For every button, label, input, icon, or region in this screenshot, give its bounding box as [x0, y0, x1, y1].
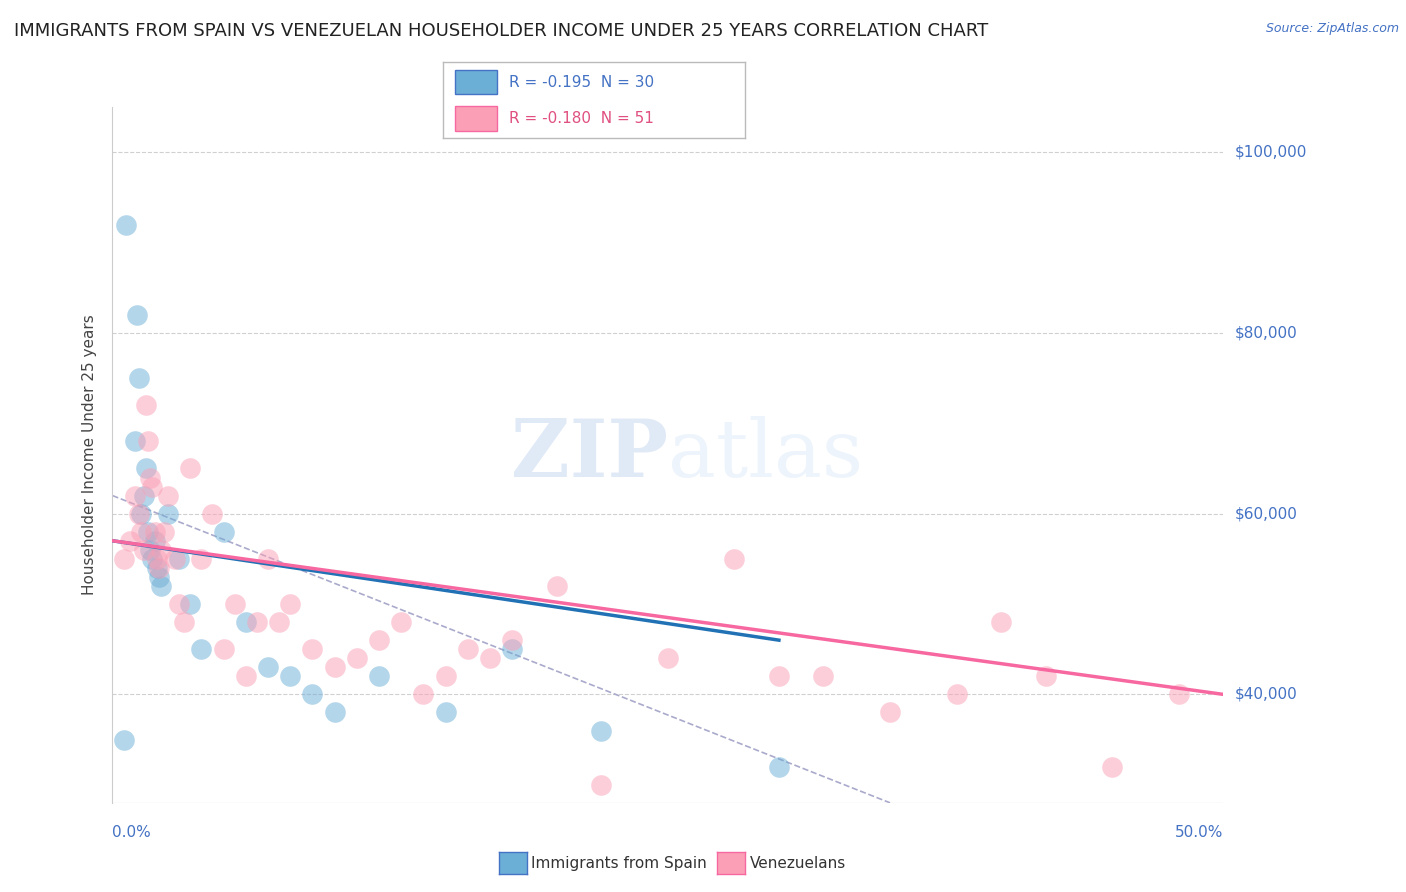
Point	[501, 642, 523, 657]
Point	[389, 615, 412, 629]
Point	[143, 524, 166, 539]
Text: $80,000: $80,000	[1234, 326, 1298, 341]
Point	[301, 642, 323, 657]
Point	[224, 597, 246, 611]
Point	[132, 542, 155, 557]
Point	[412, 687, 434, 701]
Y-axis label: Householder Income Under 25 years: Householder Income Under 25 years	[82, 315, 97, 595]
Point	[434, 669, 457, 683]
Point	[235, 669, 257, 683]
Point	[112, 732, 135, 747]
Point	[278, 669, 301, 683]
Point	[591, 723, 613, 738]
Point	[1101, 759, 1123, 773]
Point	[139, 470, 162, 484]
Text: ZIP: ZIP	[510, 416, 668, 494]
Point	[723, 551, 745, 566]
Text: IMMIGRANTS FROM SPAIN VS VENEZUELAN HOUSEHOLDER INCOME UNDER 25 YEARS CORRELATIO: IMMIGRANTS FROM SPAIN VS VENEZUELAN HOUS…	[14, 22, 988, 40]
Point	[157, 489, 180, 503]
Text: atlas: atlas	[668, 416, 863, 494]
Point	[131, 524, 153, 539]
Point	[114, 218, 136, 232]
Point	[136, 434, 159, 449]
Point	[125, 308, 148, 322]
Point	[163, 551, 186, 566]
Text: 50.0%: 50.0%	[1175, 825, 1223, 840]
Point	[141, 551, 163, 566]
Point	[167, 597, 190, 611]
Point	[124, 434, 146, 449]
Point	[267, 615, 291, 629]
Point	[146, 561, 169, 575]
Point	[146, 551, 169, 566]
Point	[323, 660, 346, 674]
Point	[457, 642, 479, 657]
Point	[190, 642, 212, 657]
Point	[157, 507, 180, 521]
Point	[132, 489, 155, 503]
Point	[128, 507, 150, 521]
Point	[346, 651, 368, 665]
FancyBboxPatch shape	[456, 70, 498, 95]
Point	[150, 542, 173, 557]
Point	[235, 615, 257, 629]
Text: Immigrants from Spain: Immigrants from Spain	[531, 855, 707, 871]
Text: Source: ZipAtlas.com: Source: ZipAtlas.com	[1265, 22, 1399, 36]
Point	[128, 371, 150, 385]
Point	[768, 669, 790, 683]
Point	[768, 759, 790, 773]
Point	[479, 651, 502, 665]
Point	[546, 579, 568, 593]
Point	[813, 669, 835, 683]
Point	[124, 489, 146, 503]
Point	[434, 706, 457, 720]
Point	[368, 669, 391, 683]
Point	[212, 524, 235, 539]
Point	[990, 615, 1012, 629]
Text: R = -0.180  N = 51: R = -0.180 N = 51	[509, 111, 654, 126]
Point	[201, 507, 224, 521]
Point	[141, 479, 163, 493]
Point	[879, 706, 901, 720]
Point	[135, 398, 157, 412]
Text: $40,000: $40,000	[1234, 687, 1298, 702]
Text: 0.0%: 0.0%	[112, 825, 152, 840]
Point	[212, 642, 235, 657]
Point	[246, 615, 269, 629]
Point	[135, 461, 157, 475]
Point	[657, 651, 679, 665]
Point	[150, 579, 173, 593]
Text: Venezuelans: Venezuelans	[749, 855, 845, 871]
Point	[301, 687, 323, 701]
Point	[112, 551, 135, 566]
Point	[257, 551, 280, 566]
Text: $60,000: $60,000	[1234, 506, 1298, 521]
Point	[131, 507, 153, 521]
Point	[323, 706, 346, 720]
Point	[120, 533, 142, 548]
Point	[152, 524, 174, 539]
Point	[148, 561, 170, 575]
Point	[173, 615, 195, 629]
Text: $100,000: $100,000	[1234, 145, 1306, 160]
Point	[368, 633, 391, 648]
Point	[591, 778, 613, 792]
Point	[1035, 669, 1057, 683]
Point	[190, 551, 212, 566]
Point	[257, 660, 280, 674]
Point	[278, 597, 301, 611]
Text: R = -0.195  N = 30: R = -0.195 N = 30	[509, 75, 655, 90]
Point	[945, 687, 967, 701]
Point	[167, 551, 190, 566]
Point	[1167, 687, 1189, 701]
FancyBboxPatch shape	[456, 106, 498, 130]
Point	[501, 633, 523, 648]
Point	[143, 533, 166, 548]
Point	[179, 597, 201, 611]
Point	[148, 570, 170, 584]
Point	[179, 461, 201, 475]
Point	[136, 524, 159, 539]
Point	[139, 542, 162, 557]
